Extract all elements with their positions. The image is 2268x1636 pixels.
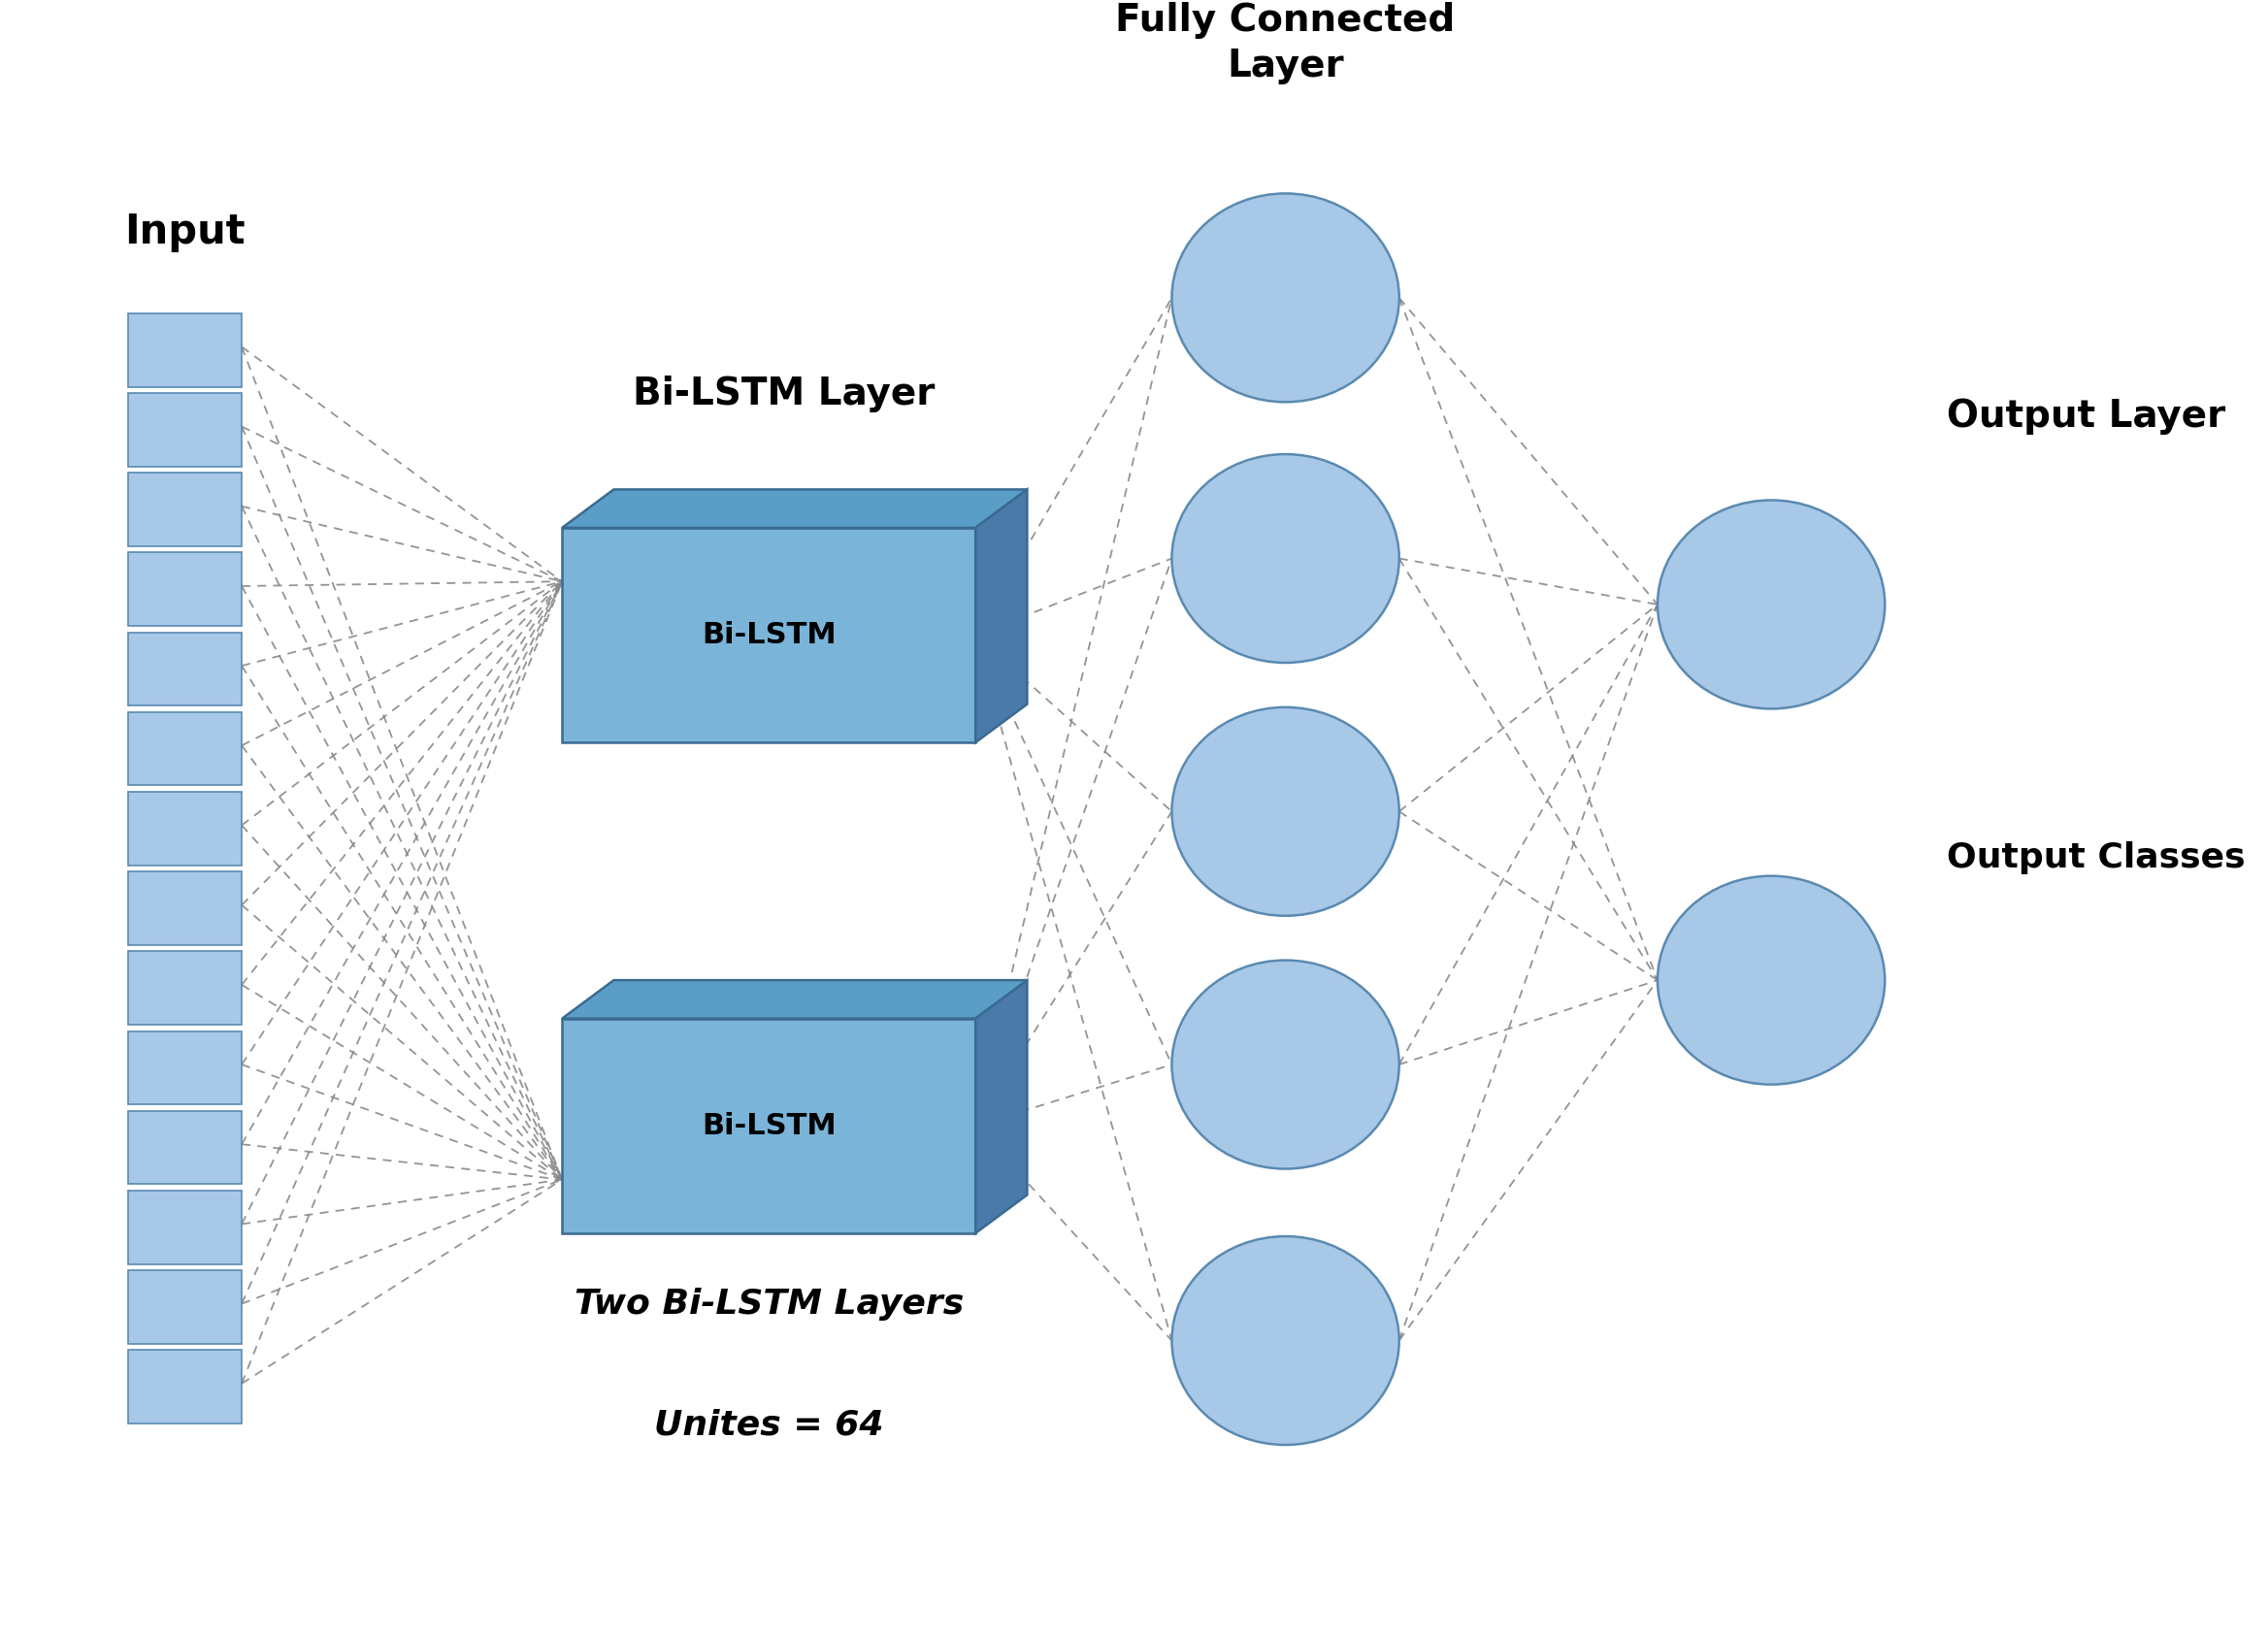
Ellipse shape <box>1173 193 1399 402</box>
FancyBboxPatch shape <box>127 792 243 865</box>
FancyBboxPatch shape <box>127 1031 243 1104</box>
Text: Bi-LSTM Layer: Bi-LSTM Layer <box>633 376 934 412</box>
Ellipse shape <box>1173 707 1399 916</box>
Polygon shape <box>562 489 1027 528</box>
FancyBboxPatch shape <box>127 633 243 705</box>
FancyBboxPatch shape <box>127 314 243 386</box>
FancyBboxPatch shape <box>127 1111 243 1184</box>
Ellipse shape <box>1173 455 1399 663</box>
Text: Output Layer: Output Layer <box>1946 398 2225 435</box>
Text: Bi-LSTM: Bi-LSTM <box>701 622 837 649</box>
Ellipse shape <box>1658 501 1885 708</box>
FancyBboxPatch shape <box>127 473 243 546</box>
Text: Two Bi-LSTM Layers: Two Bi-LSTM Layers <box>574 1288 964 1320</box>
FancyBboxPatch shape <box>127 712 243 785</box>
FancyBboxPatch shape <box>127 1270 243 1343</box>
FancyBboxPatch shape <box>127 1191 243 1265</box>
FancyBboxPatch shape <box>127 951 243 1024</box>
Ellipse shape <box>1173 1237 1399 1445</box>
Polygon shape <box>562 980 1027 1019</box>
Text: Fully Connected
Layer: Fully Connected Layer <box>1116 2 1456 83</box>
FancyBboxPatch shape <box>127 872 243 946</box>
Polygon shape <box>975 980 1027 1234</box>
Ellipse shape <box>1173 960 1399 1168</box>
Ellipse shape <box>1658 875 1885 1085</box>
Text: Input: Input <box>125 211 245 252</box>
Text: Output Classes: Output Classes <box>1946 841 2245 875</box>
FancyBboxPatch shape <box>127 1350 243 1423</box>
FancyBboxPatch shape <box>127 553 243 627</box>
Text: Bi-LSTM: Bi-LSTM <box>701 1112 837 1140</box>
FancyBboxPatch shape <box>127 393 243 466</box>
Polygon shape <box>562 1019 975 1234</box>
Polygon shape <box>562 528 975 743</box>
Polygon shape <box>975 489 1027 743</box>
Text: Unites = 64: Unites = 64 <box>653 1409 885 1441</box>
